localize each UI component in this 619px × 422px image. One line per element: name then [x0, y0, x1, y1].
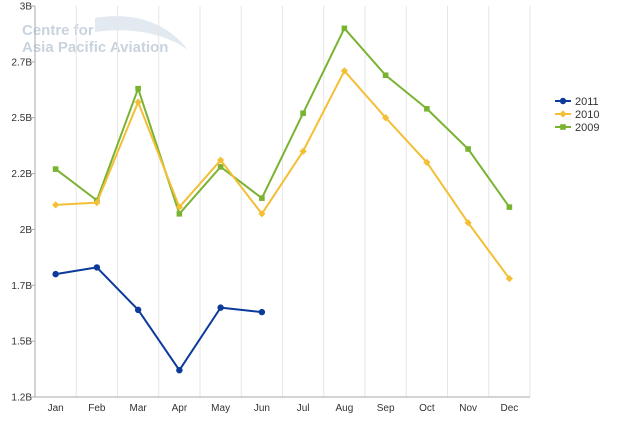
x-tick-label-dec: Dec: [500, 403, 518, 414]
legend-marker-2011: [559, 97, 567, 105]
watermark-logo: Centre for Asia Pacific Aviation: [22, 16, 188, 56]
data-point-2009-may: [217, 164, 224, 170]
data-point-2010-aug: [340, 67, 348, 75]
data-point-2010-jun: [258, 210, 266, 218]
legend-label-2009: 2009: [575, 122, 599, 134]
y-tick-label-0: 1.2B: [11, 393, 32, 404]
x-tick-label-may: May: [211, 403, 230, 414]
x-tick-label-jul: Jul: [297, 403, 310, 414]
y-tick-label-7: 3B: [20, 2, 33, 13]
legend-item-2011: 2011: [555, 96, 599, 108]
data-point-2009-jul: [300, 110, 306, 117]
data-point-2010-dec: [505, 274, 513, 283]
vertical-gridlines: [34, 6, 531, 397]
x-tick-label-jun: Jun: [254, 403, 270, 414]
y-axis-tick-labels: 1.2B 1.5B 1.7B 2B 2.2B 2.5B 2.7B 3B: [11, 2, 32, 404]
series-2010: [52, 67, 513, 283]
data-point-2010-oct: [423, 158, 431, 166]
data-point-2010-nov: [464, 219, 472, 227]
legend-label-2011: 2011: [575, 96, 599, 108]
data-point-2009-aug: [341, 25, 348, 32]
axes: [31, 5, 530, 398]
data-point-2009-nov: [465, 146, 471, 152]
x-tick-label-mar: Mar: [130, 403, 148, 414]
y-tick-label-3: 2B: [20, 225, 33, 236]
data-point-2011-mar: [134, 306, 142, 314]
data-point-2009-sep: [382, 72, 389, 79]
watermark-line-2: Asia Pacific Aviation: [22, 39, 168, 56]
y-tick-label-6: 2.7B: [11, 57, 32, 68]
data-point-2010-jul: [299, 147, 307, 155]
data-point-2011-feb: [93, 264, 101, 271]
x-tick-label-sep: Sep: [377, 403, 395, 414]
legend-item-2009: 2009: [555, 122, 599, 134]
data-point-2010-mar: [134, 98, 142, 106]
y-tick-label-1: 1.5B: [11, 337, 32, 348]
data-point-2011-may: [217, 304, 224, 311]
data-point-2010-jan: [52, 201, 60, 209]
y-tick-label-5: 2.5B: [11, 113, 32, 124]
y-tick-label-4: 2.2B: [11, 169, 32, 180]
series-line-2009: [55, 27, 511, 215]
data-point-2010-sep: [382, 114, 390, 122]
x-axis-tick-labels: Jan Feb Mar Apr May Jun Jul Aug Sep Oct Nov Dec: [48, 403, 519, 414]
data-point-2009-jun: [259, 195, 265, 201]
data-point-2009-oct: [424, 105, 430, 112]
x-tick-label-aug: Aug: [335, 403, 353, 414]
y-tick-label-2: 1.7B: [11, 281, 32, 292]
data-point-2010-may: [217, 156, 225, 164]
series-group: [52, 25, 513, 374]
legend-marker-2009: [560, 124, 566, 130]
x-tick-label-apr: Apr: [172, 403, 188, 414]
legend-label-2010: 2010: [575, 109, 599, 121]
x-tick-label-feb: Feb: [88, 403, 106, 414]
watermark-swoosh: [95, 16, 188, 50]
series-line-2010: [55, 69, 511, 280]
data-point-2009-jan: [52, 166, 59, 172]
watermark-line-1: Centre for: [22, 22, 94, 39]
data-point-2009-apr: [176, 210, 183, 217]
x-tick-label-jan: Jan: [48, 403, 64, 414]
data-point-2011-jan: [52, 270, 59, 278]
legend-item-2010: 2010: [555, 109, 599, 121]
data-point-2011-jun: [258, 308, 266, 316]
x-tick-label-nov: Nov: [459, 403, 477, 414]
data-point-2010-apr: [175, 203, 183, 211]
series-2011: [52, 264, 266, 374]
legend-marker-2010: [559, 110, 567, 118]
data-point-2009-dec: [506, 204, 513, 210]
data-point-2009-mar: [135, 85, 141, 92]
x-tick-label-oct: Oct: [419, 403, 435, 414]
data-point-2010-feb: [93, 199, 101, 207]
data-point-2011-apr: [176, 366, 183, 374]
series-line-2011: [55, 266, 262, 372]
